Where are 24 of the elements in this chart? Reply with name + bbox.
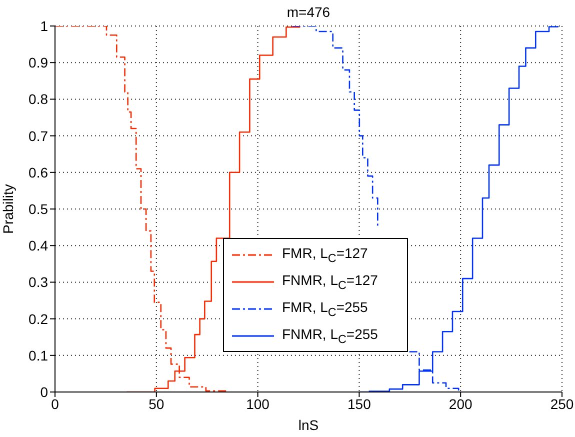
x-tick-label: 0: [51, 396, 60, 412]
x-tick-label: 200: [448, 396, 472, 412]
y-tick-label: 0.8: [28, 91, 48, 108]
legend-label: FMR, L$_{C}$=255: [282, 298, 368, 318]
legend-label: FNMR, L$_{C}$=127: [282, 272, 378, 292]
y-tick-label: 0.9: [28, 54, 48, 71]
legend-label: FMR, L$_{C}$=127: [282, 244, 368, 264]
x-tick-label: 50: [148, 396, 164, 412]
x-tick-label: 150: [348, 396, 372, 412]
y-tick-label: 0.3: [28, 274, 48, 290]
y-tick-label: 0.6: [28, 164, 48, 180]
y-tick-label: 0.1: [28, 347, 48, 364]
y-tick-label: 0.5: [28, 200, 48, 217]
legend-label: FNMR, L$_{C}$=255: [282, 326, 378, 346]
x-tick-label: 250: [550, 396, 574, 412]
y-axis-title: Prability: [0, 184, 16, 234]
y-tick-label: 0: [40, 384, 48, 400]
y-tick-label: 1: [40, 18, 48, 34]
chart-title: m=476: [286, 4, 332, 20]
y-tick-label: 0.4: [28, 238, 48, 254]
x-axis-title: lnS: [298, 417, 319, 433]
x-tick-label: 100: [246, 396, 270, 412]
y-tick-label: 0.7: [28, 128, 48, 144]
y-tick-label: 0.2: [28, 310, 48, 327]
